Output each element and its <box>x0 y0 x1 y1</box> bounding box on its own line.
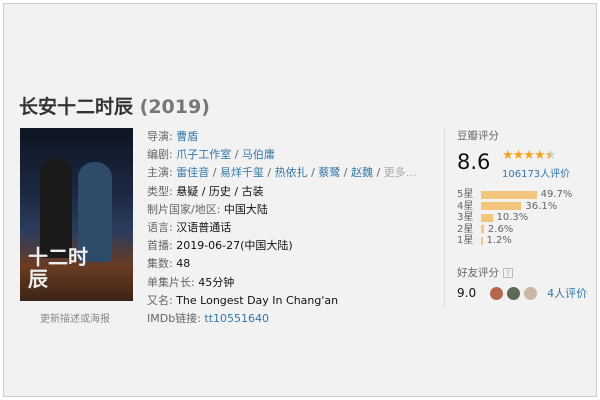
rating-bar-row: 1星 1.2% <box>457 235 572 247</box>
year: (2019) <box>139 96 210 118</box>
label: 主演 <box>147 166 169 180</box>
rating-bar <box>481 213 493 222</box>
rating-percent: 49.7% <box>540 189 573 200</box>
rating-bar-row: 4星 36.1% <box>457 201 572 213</box>
rating-breakdown: 5星 49.7% 4星 36.1% 3星 10.3% 2星 2.6% 1星 1.2% <box>457 189 572 247</box>
value: 汉语普通话 <box>176 221 232 235</box>
premiere-row: 首播: 2019-06-27(中国大陆) <box>147 239 293 253</box>
page-title: 长安十二时辰 (2019) <box>19 92 210 119</box>
language-row: 语言: 汉语普通话 <box>147 221 232 235</box>
friends-votes-link[interactable]: 4人评价 <box>547 287 588 300</box>
rating-bar-row: 3星 10.3% <box>457 212 572 224</box>
runtime-row: 单集片长: 45分钟 <box>147 275 235 289</box>
imdb-row: IMDb链接: tt10551640 <box>147 312 270 326</box>
update-poster-link[interactable]: 更新描述或海报 <box>40 314 110 325</box>
label: 编剧 <box>147 148 169 162</box>
star-label: 2星 <box>457 223 474 235</box>
rating-percent: 10.3% <box>496 212 529 223</box>
value: The Longest Day In Chang'an <box>176 293 339 307</box>
writer-link[interactable]: 马伯庸 <box>241 148 275 162</box>
poster-image[interactable]: 十二时辰 <box>20 128 133 301</box>
friends-score: 9.0 <box>457 286 477 300</box>
label: 集数 <box>147 257 169 271</box>
title-text: 长安十二时辰 <box>19 96 134 118</box>
value: 48 <box>176 257 191 271</box>
star-rating-icon: ★★★★★ <box>502 148 556 163</box>
episodes-row: 集数: 48 <box>147 257 191 271</box>
cast-row: 主演: 雷佳音 / 易烊千玺 / 热依扎 / 蔡鹭 / 赵魏 / 更多... <box>147 166 417 180</box>
friends-label-text: 好友评分 <box>457 267 499 279</box>
label: 单集片长 <box>147 275 191 289</box>
help-icon[interactable]: ? <box>503 268 513 278</box>
rating-bar <box>481 202 522 211</box>
rating-panel: 豆瓣评分 8.6 ★★★★★ 106173人评价 5星 49.7% 4星 36.1% 3… <box>444 128 594 309</box>
star-label: 4星 <box>457 200 474 212</box>
star-label: 3星 <box>457 212 474 223</box>
friends-rating-row: 9.0 4人评价 <box>457 285 587 301</box>
cast-link[interactable]: 热依扎 <box>274 166 308 180</box>
director-row: 导演: 曹盾 <box>147 130 199 143</box>
label: 制片国家/地区 <box>147 202 217 216</box>
star-label: 1星 <box>457 235 474 246</box>
country-row: 制片国家/地区: 中国大陆 <box>147 202 268 216</box>
aka-row: 又名: The Longest Day In Chang'an <box>147 293 339 307</box>
genre: 历史 <box>208 184 231 198</box>
rating-bar-row: 5星 49.7% <box>457 189 572 201</box>
friends-rating-label: 好友评分? <box>457 265 513 280</box>
avatar[interactable] <box>490 286 504 300</box>
label: 首播 <box>147 239 169 253</box>
cast-link[interactable]: 蔡鹭 <box>318 166 341 180</box>
cast-link[interactable]: 易烊千玺 <box>219 166 264 180</box>
value: 45分钟 <box>198 275 235 289</box>
label: 语言 <box>147 221 169 235</box>
imdb-link[interactable]: tt10551640 <box>204 312 270 326</box>
avatar[interactable] <box>507 286 521 300</box>
rating-bar <box>481 236 483 245</box>
rating-score: 8.6 <box>457 150 491 174</box>
cast-link[interactable]: 雷佳音 <box>176 166 210 180</box>
rating-percent: 2.6% <box>487 223 514 235</box>
cast-link[interactable]: 赵魏 <box>351 166 374 180</box>
genre: 古装 <box>241 184 264 198</box>
director-link[interactable]: 曹盾 <box>176 130 199 143</box>
writer-row: 编剧: 爪子工作室 / 马伯庸 <box>147 148 275 162</box>
genre: 悬疑 <box>176 184 199 198</box>
poster-figure <box>78 162 112 262</box>
rating-percent: 36.1% <box>525 200 558 212</box>
rating-bar-row: 2星 2.6% <box>457 224 572 236</box>
value: 中国大陆 <box>223 202 268 216</box>
genre-row: 类型: 悬疑 / 历史 / 古装 <box>147 184 264 198</box>
label: IMDb链接 <box>147 312 198 326</box>
avatar[interactable] <box>524 286 538 300</box>
label: 导演 <box>147 130 169 143</box>
rating-bar <box>481 190 537 199</box>
more-cast-link[interactable]: 更多... <box>383 166 417 180</box>
rating-label: 豆瓣评分 <box>457 130 499 142</box>
page-frame: 长安十二时辰 (2019) 十二时辰 更新描述或海报 导演: 曹盾 编剧: 爪子… <box>3 3 597 397</box>
rating-percent: 1.2% <box>486 235 512 246</box>
poster-figure <box>40 158 72 258</box>
writer-link[interactable]: 爪子工作室 <box>176 148 232 162</box>
poster-title: 十二时辰 <box>28 245 88 291</box>
rating-bar <box>481 225 484 234</box>
value: 2019-06-27(中国大陆) <box>176 239 293 253</box>
label: 类型 <box>147 184 169 198</box>
star-label: 5星 <box>457 189 474 200</box>
votes-link[interactable]: 106173人评价 <box>502 169 571 180</box>
info-panel: 导演: 曹盾 编剧: 爪子工作室 / 马伯庸 主演: 雷佳音 / 易烊千玺 / … <box>147 128 416 328</box>
label: 又名 <box>147 293 169 307</box>
